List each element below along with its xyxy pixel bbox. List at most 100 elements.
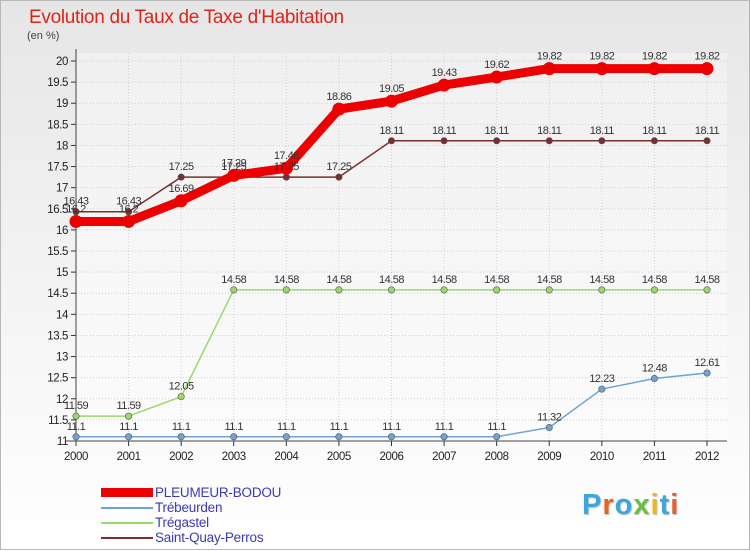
data-label: 16.2 bbox=[66, 203, 86, 215]
data-label: 11.1 bbox=[487, 421, 506, 433]
data-point bbox=[650, 375, 658, 383]
data-label: 17.25 bbox=[274, 161, 299, 173]
data-label: 14.58 bbox=[694, 274, 719, 286]
data-point bbox=[545, 286, 553, 294]
y-tick-label: 14.5 bbox=[47, 288, 68, 300]
data-point bbox=[72, 412, 80, 420]
axis-layer: 11 11.5 12 12.5 13 13.5 14 14.5 15 15.5 16 16.5 17 17… bbox=[47, 49, 727, 463]
data-label: 11.1 bbox=[67, 421, 86, 433]
data-point bbox=[125, 433, 133, 441]
data-label: 12.61 bbox=[694, 357, 719, 369]
data-point bbox=[703, 137, 711, 145]
data-label: 17.29 bbox=[221, 157, 246, 169]
data-label: 18.11 bbox=[537, 125, 562, 137]
logo-letter: i bbox=[650, 489, 660, 521]
data-label: 18.11 bbox=[485, 125, 510, 137]
data-label: 14.58 bbox=[432, 274, 457, 286]
data-label: 19.82 bbox=[589, 51, 614, 63]
legend-swatch bbox=[101, 506, 153, 509]
data-point bbox=[230, 286, 238, 294]
data-point bbox=[122, 214, 136, 228]
y-tick-label: 12 bbox=[56, 394, 68, 406]
y-tick-label: 18.5 bbox=[47, 119, 68, 131]
y-tick-label: 16.5 bbox=[47, 204, 68, 216]
y-tick-label: 15.5 bbox=[47, 246, 68, 258]
y-tick-label: 20 bbox=[56, 56, 68, 68]
y-tick-label: 15 bbox=[56, 267, 68, 279]
data-label: 17.46 bbox=[274, 150, 299, 162]
data-point bbox=[69, 214, 83, 228]
data-point bbox=[542, 62, 556, 76]
data-label: 14.58 bbox=[589, 274, 614, 286]
data-label: 19.43 bbox=[432, 67, 457, 79]
data-point bbox=[125, 412, 133, 420]
data-point bbox=[282, 286, 290, 294]
data-point bbox=[493, 286, 501, 294]
data-point bbox=[227, 168, 241, 182]
data-label: 11.1 bbox=[277, 421, 296, 433]
x-tick-label: 2008 bbox=[485, 451, 509, 463]
y-tick-label: 17 bbox=[56, 183, 68, 195]
legend-item: PLEUMEUR-BODOU bbox=[101, 485, 281, 500]
data-label: 19.82 bbox=[537, 51, 562, 63]
data-label: 11.1 bbox=[119, 421, 138, 433]
data-label: 17.25 bbox=[326, 161, 351, 173]
y-tick-label: 14 bbox=[56, 309, 69, 321]
data-point bbox=[493, 433, 501, 441]
y-tick-label: 16 bbox=[56, 225, 68, 237]
series-layer bbox=[69, 62, 714, 441]
y-tick-label: 13 bbox=[56, 352, 68, 364]
data-point bbox=[230, 433, 238, 441]
y-tick-label: 11 bbox=[57, 436, 68, 448]
data-label: 19.82 bbox=[642, 51, 667, 63]
data-point bbox=[72, 433, 80, 441]
data-label: 11.1 bbox=[330, 421, 349, 433]
legend-item: Saint-Quay-Perros bbox=[101, 530, 281, 545]
data-label: 14.58 bbox=[326, 274, 351, 286]
data-label: 16.69 bbox=[169, 183, 194, 195]
logo-letter: P bbox=[582, 489, 603, 521]
data-point bbox=[650, 286, 658, 294]
data-label: 18.11 bbox=[379, 125, 404, 137]
legend-swatch bbox=[101, 536, 153, 539]
data-point bbox=[177, 393, 185, 401]
legend: PLEUMEUR-BODOU Trébeurden Trégastel Saint-Q… bbox=[101, 485, 281, 545]
data-label: 11.1 bbox=[435, 421, 454, 433]
data-label: 11.32 bbox=[537, 411, 562, 423]
x-tick-label: 2006 bbox=[380, 451, 404, 463]
data-label: 16.43 bbox=[116, 196, 141, 208]
data-point bbox=[440, 433, 448, 441]
legend-item: Trégastel bbox=[101, 515, 281, 530]
logo-letter: r bbox=[602, 489, 615, 521]
legend-label: Trébeurden bbox=[155, 500, 223, 515]
legend-label: Trégastel bbox=[155, 515, 209, 530]
data-label: 18.86 bbox=[326, 91, 351, 103]
logo-letter: o bbox=[614, 489, 634, 521]
data-label: 12.48 bbox=[642, 363, 667, 375]
y-tick-label: 17.5 bbox=[47, 162, 68, 174]
legend-label: Saint-Quay-Perros bbox=[155, 530, 264, 545]
data-label: 12.05 bbox=[169, 381, 194, 393]
x-tick-label: 2003 bbox=[222, 451, 246, 463]
data-point bbox=[647, 62, 661, 76]
data-label: 11.59 bbox=[116, 400, 141, 412]
y-tick-label: 19.5 bbox=[47, 77, 68, 89]
x-tick-label: 2010 bbox=[590, 451, 614, 463]
data-point bbox=[598, 385, 606, 393]
y-tick-label: 19 bbox=[56, 98, 68, 110]
x-tick-label: 2000 bbox=[64, 451, 88, 463]
y-tick-label: 11.5 bbox=[48, 415, 68, 427]
data-label: 19.62 bbox=[484, 59, 509, 71]
data-point bbox=[174, 194, 188, 208]
data-label: 17.25 bbox=[169, 161, 194, 173]
data-point bbox=[387, 433, 395, 441]
y-axis-unit-label: (en %) bbox=[27, 30, 60, 42]
x-tick-label: 2005 bbox=[327, 451, 351, 463]
data-point bbox=[440, 137, 448, 145]
data-label: 19.82 bbox=[694, 51, 719, 63]
data-label: 17.25 bbox=[221, 161, 246, 173]
x-tick-label: 2001 bbox=[117, 451, 141, 463]
logo-letter: x bbox=[633, 489, 651, 521]
data-label-layer: 16.2 16.2 16.69 17.29 17.46 18.86 19.05 19.43 19… bbox=[63, 51, 720, 433]
